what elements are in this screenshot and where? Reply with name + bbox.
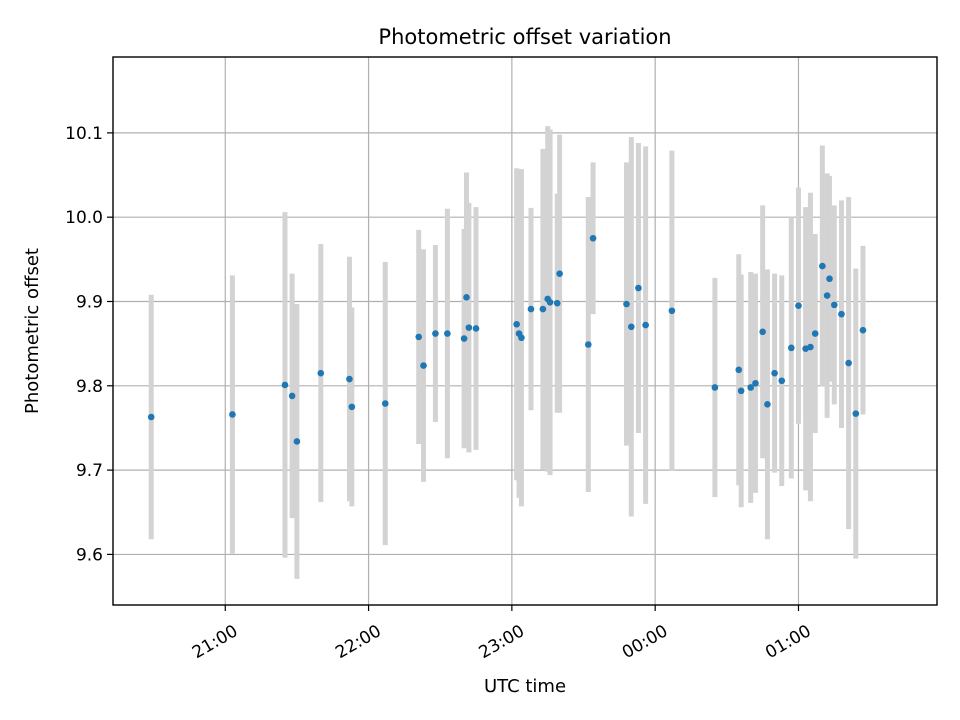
- data-point: [415, 333, 423, 341]
- data-point: [584, 341, 592, 348]
- data-point: [830, 301, 838, 309]
- data-point: [317, 369, 325, 377]
- data-point: [293, 438, 301, 445]
- y-axis-label: Photometric offset: [22, 248, 43, 414]
- data-point: [623, 300, 630, 308]
- data-point: [147, 413, 155, 421]
- data-point: [838, 310, 845, 318]
- data-point: [288, 392, 296, 400]
- y-tick-label: 10.1: [65, 124, 103, 144]
- data-point: [635, 284, 642, 292]
- data-point: [527, 305, 535, 313]
- data-point: [711, 384, 719, 391]
- data-point: [778, 377, 786, 385]
- data-point: [348, 403, 356, 411]
- data-point: [513, 320, 520, 328]
- y-tick-label: 9.7: [76, 461, 103, 481]
- data-point: [556, 270, 563, 277]
- y-tick-label: 9.9: [76, 292, 103, 312]
- data-point: [589, 234, 597, 242]
- y-tick-label: 9.8: [76, 377, 103, 397]
- data-point: [553, 299, 561, 307]
- data-point: [788, 344, 795, 352]
- data-point: [852, 410, 860, 417]
- data-point: [747, 384, 755, 391]
- data-point: [465, 324, 473, 331]
- data-point: [539, 305, 547, 313]
- data-point: [420, 362, 427, 369]
- data-point: [752, 379, 759, 387]
- data-point: [811, 330, 819, 337]
- data-point: [518, 334, 525, 342]
- data-point: [546, 299, 554, 306]
- plot-frame: [112, 56, 938, 606]
- data-point: [764, 401, 771, 408]
- data-point: [381, 400, 389, 407]
- data-point: [281, 381, 289, 389]
- chart-title: Photometric offset variation: [378, 25, 671, 49]
- data-point: [735, 366, 743, 374]
- data-point: [795, 302, 802, 310]
- data-point: [737, 387, 745, 395]
- data-point: [444, 330, 451, 337]
- data-point: [845, 359, 852, 367]
- y-tick-label: 10.0: [65, 208, 103, 228]
- data-points: [147, 234, 867, 445]
- data-point: [819, 262, 826, 270]
- data-point: [229, 411, 236, 418]
- data-point: [346, 375, 353, 383]
- data-point: [463, 293, 470, 301]
- data-point: [642, 321, 649, 329]
- data-point: [668, 307, 676, 315]
- x-axis-label: UTC time: [484, 676, 566, 697]
- data-point: [432, 330, 439, 337]
- y-tick-label: 9.6: [76, 545, 103, 565]
- data-point: [460, 335, 468, 342]
- data-point: [627, 323, 635, 331]
- data-point: [859, 326, 867, 334]
- data-point: [759, 328, 766, 336]
- data-point: [823, 292, 831, 299]
- data-point: [472, 325, 480, 332]
- data-point: [826, 275, 833, 283]
- data-point: [807, 343, 814, 351]
- data-point: [771, 369, 778, 377]
